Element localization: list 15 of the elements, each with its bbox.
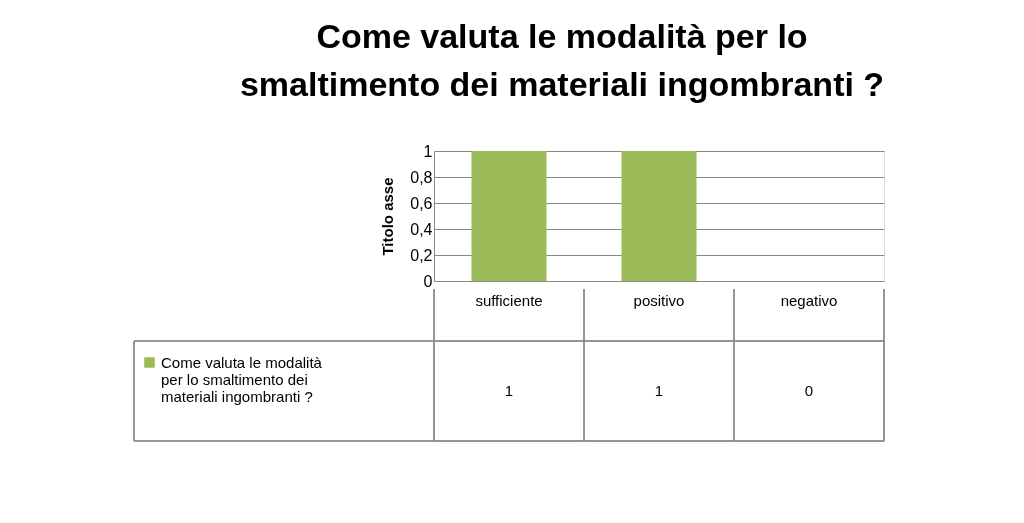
x-tick-label: sufficiente bbox=[475, 291, 543, 309]
data-label: 0 bbox=[804, 382, 814, 399]
data-label: 1 bbox=[504, 382, 514, 399]
legend-label: Come valuta le modalità per lo smaltimento dei materiali ingombranti ? bbox=[161, 353, 323, 405]
y-tick-label: 0,8 bbox=[410, 168, 433, 186]
y-tick-label: 0,6 bbox=[410, 194, 433, 212]
y-tick-label: 0,2 bbox=[410, 246, 433, 264]
y-tick-label: 0 bbox=[423, 272, 433, 290]
data-label: 1 bbox=[654, 382, 664, 399]
x-tick-label: negativo bbox=[780, 291, 838, 309]
y-tick-label: 0,4 bbox=[410, 220, 433, 238]
x-tick-label: positivo bbox=[633, 291, 685, 309]
chart-title: Come valuta le modalità per lo smaltimento dei materiali ingombranti ? bbox=[239, 16, 885, 103]
y-axis-title: Titolo asse bbox=[379, 177, 397, 256]
y-tick-label: 1 bbox=[423, 142, 433, 160]
